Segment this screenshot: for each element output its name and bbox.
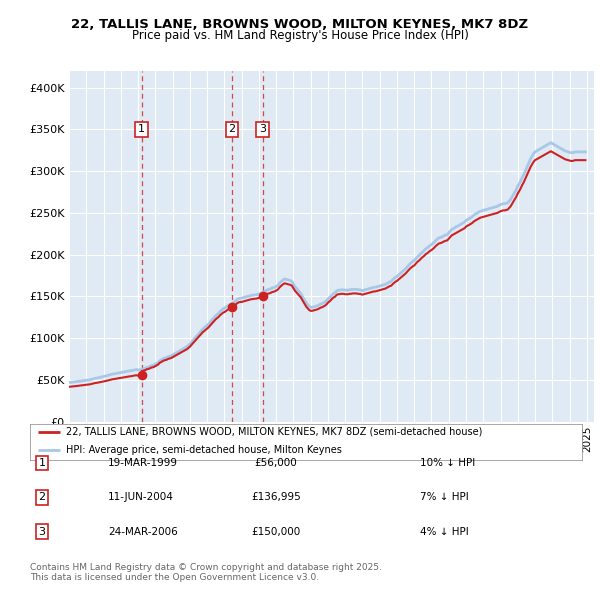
Text: £150,000: £150,000 (251, 527, 301, 536)
Text: Price paid vs. HM Land Registry's House Price Index (HPI): Price paid vs. HM Land Registry's House … (131, 30, 469, 42)
Text: 24-MAR-2006: 24-MAR-2006 (108, 527, 178, 536)
Text: 22, TALLIS LANE, BROWNS WOOD, MILTON KEYNES, MK7 8DZ (semi-detached house): 22, TALLIS LANE, BROWNS WOOD, MILTON KEY… (66, 427, 482, 437)
Text: 1: 1 (138, 124, 145, 135)
Text: 7% ↓ HPI: 7% ↓ HPI (420, 493, 469, 502)
Text: 22, TALLIS LANE, BROWNS WOOD, MILTON KEYNES, MK7 8DZ: 22, TALLIS LANE, BROWNS WOOD, MILTON KEY… (71, 18, 529, 31)
Text: £136,995: £136,995 (251, 493, 301, 502)
Text: 4% ↓ HPI: 4% ↓ HPI (420, 527, 469, 536)
Text: 2: 2 (229, 124, 236, 135)
Text: 3: 3 (38, 527, 46, 536)
Text: HPI: Average price, semi-detached house, Milton Keynes: HPI: Average price, semi-detached house,… (66, 445, 342, 455)
Text: 19-MAR-1999: 19-MAR-1999 (108, 458, 178, 468)
Text: 3: 3 (259, 124, 266, 135)
Text: £56,000: £56,000 (254, 458, 298, 468)
Text: 10% ↓ HPI: 10% ↓ HPI (420, 458, 475, 468)
Text: 11-JUN-2004: 11-JUN-2004 (108, 493, 174, 502)
Text: 2: 2 (38, 493, 46, 502)
Text: 1: 1 (38, 458, 46, 468)
Text: Contains HM Land Registry data © Crown copyright and database right 2025.
This d: Contains HM Land Registry data © Crown c… (30, 563, 382, 582)
